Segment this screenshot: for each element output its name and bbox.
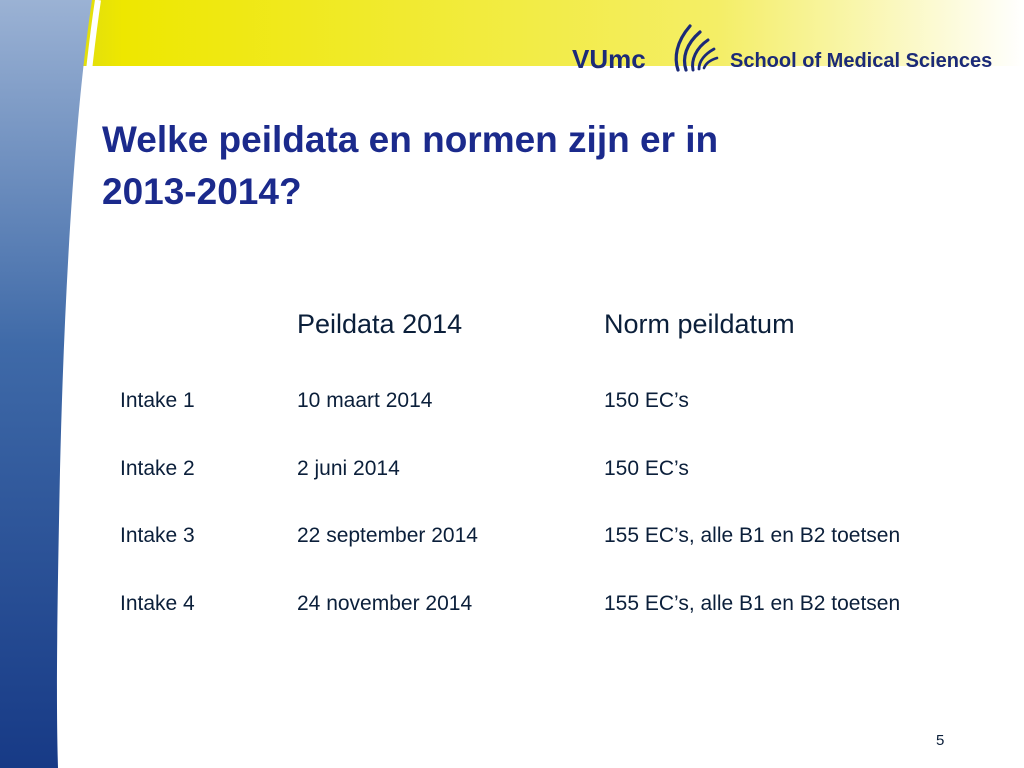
slide-title-line-2: 2013-2014? xyxy=(102,171,302,212)
sidebar-curve xyxy=(59,0,101,768)
vumc-logo: VUmc School of Medical Sciences xyxy=(572,18,1002,78)
table-cell-norm: 155 EC’s, alle B1 en B2 toetsen xyxy=(604,592,901,615)
sidebar-band xyxy=(0,0,92,768)
table-cell-date: 22 september 2014 xyxy=(297,524,478,547)
logo-brand-text: VUmc xyxy=(572,44,646,74)
slide-title: Welke peildata en normen zijn er in 2013… xyxy=(102,114,922,218)
table-cell-date: 2 juni 2014 xyxy=(297,457,400,480)
slide-title-line-1: Welke peildata en normen zijn er in xyxy=(102,119,719,160)
table-cell-date: 10 maart 2014 xyxy=(297,389,433,412)
table-cell-intake: Intake 2 xyxy=(120,457,195,480)
table-cell-norm: 155 EC’s, alle B1 en B2 toetsen xyxy=(604,524,901,547)
logo-school-text: School of Medical Sciences xyxy=(730,50,993,72)
vumc-swoosh-icon xyxy=(674,24,719,72)
table-cell-date: 24 november 2014 xyxy=(297,592,473,615)
table-cell-norm: 150 EC’s xyxy=(604,389,689,412)
table-cell-norm: 150 EC’s xyxy=(604,457,689,480)
header-band xyxy=(0,0,1024,66)
table-cell-intake: Intake 1 xyxy=(120,389,195,412)
table-header-norm: Norm peildatum xyxy=(604,309,795,339)
page-number: 5 xyxy=(936,732,945,749)
table-header-peildata: Peildata 2014 xyxy=(297,309,463,339)
table-cell-intake: Intake 3 xyxy=(120,524,195,547)
table-cell-intake: Intake 4 xyxy=(120,592,195,615)
